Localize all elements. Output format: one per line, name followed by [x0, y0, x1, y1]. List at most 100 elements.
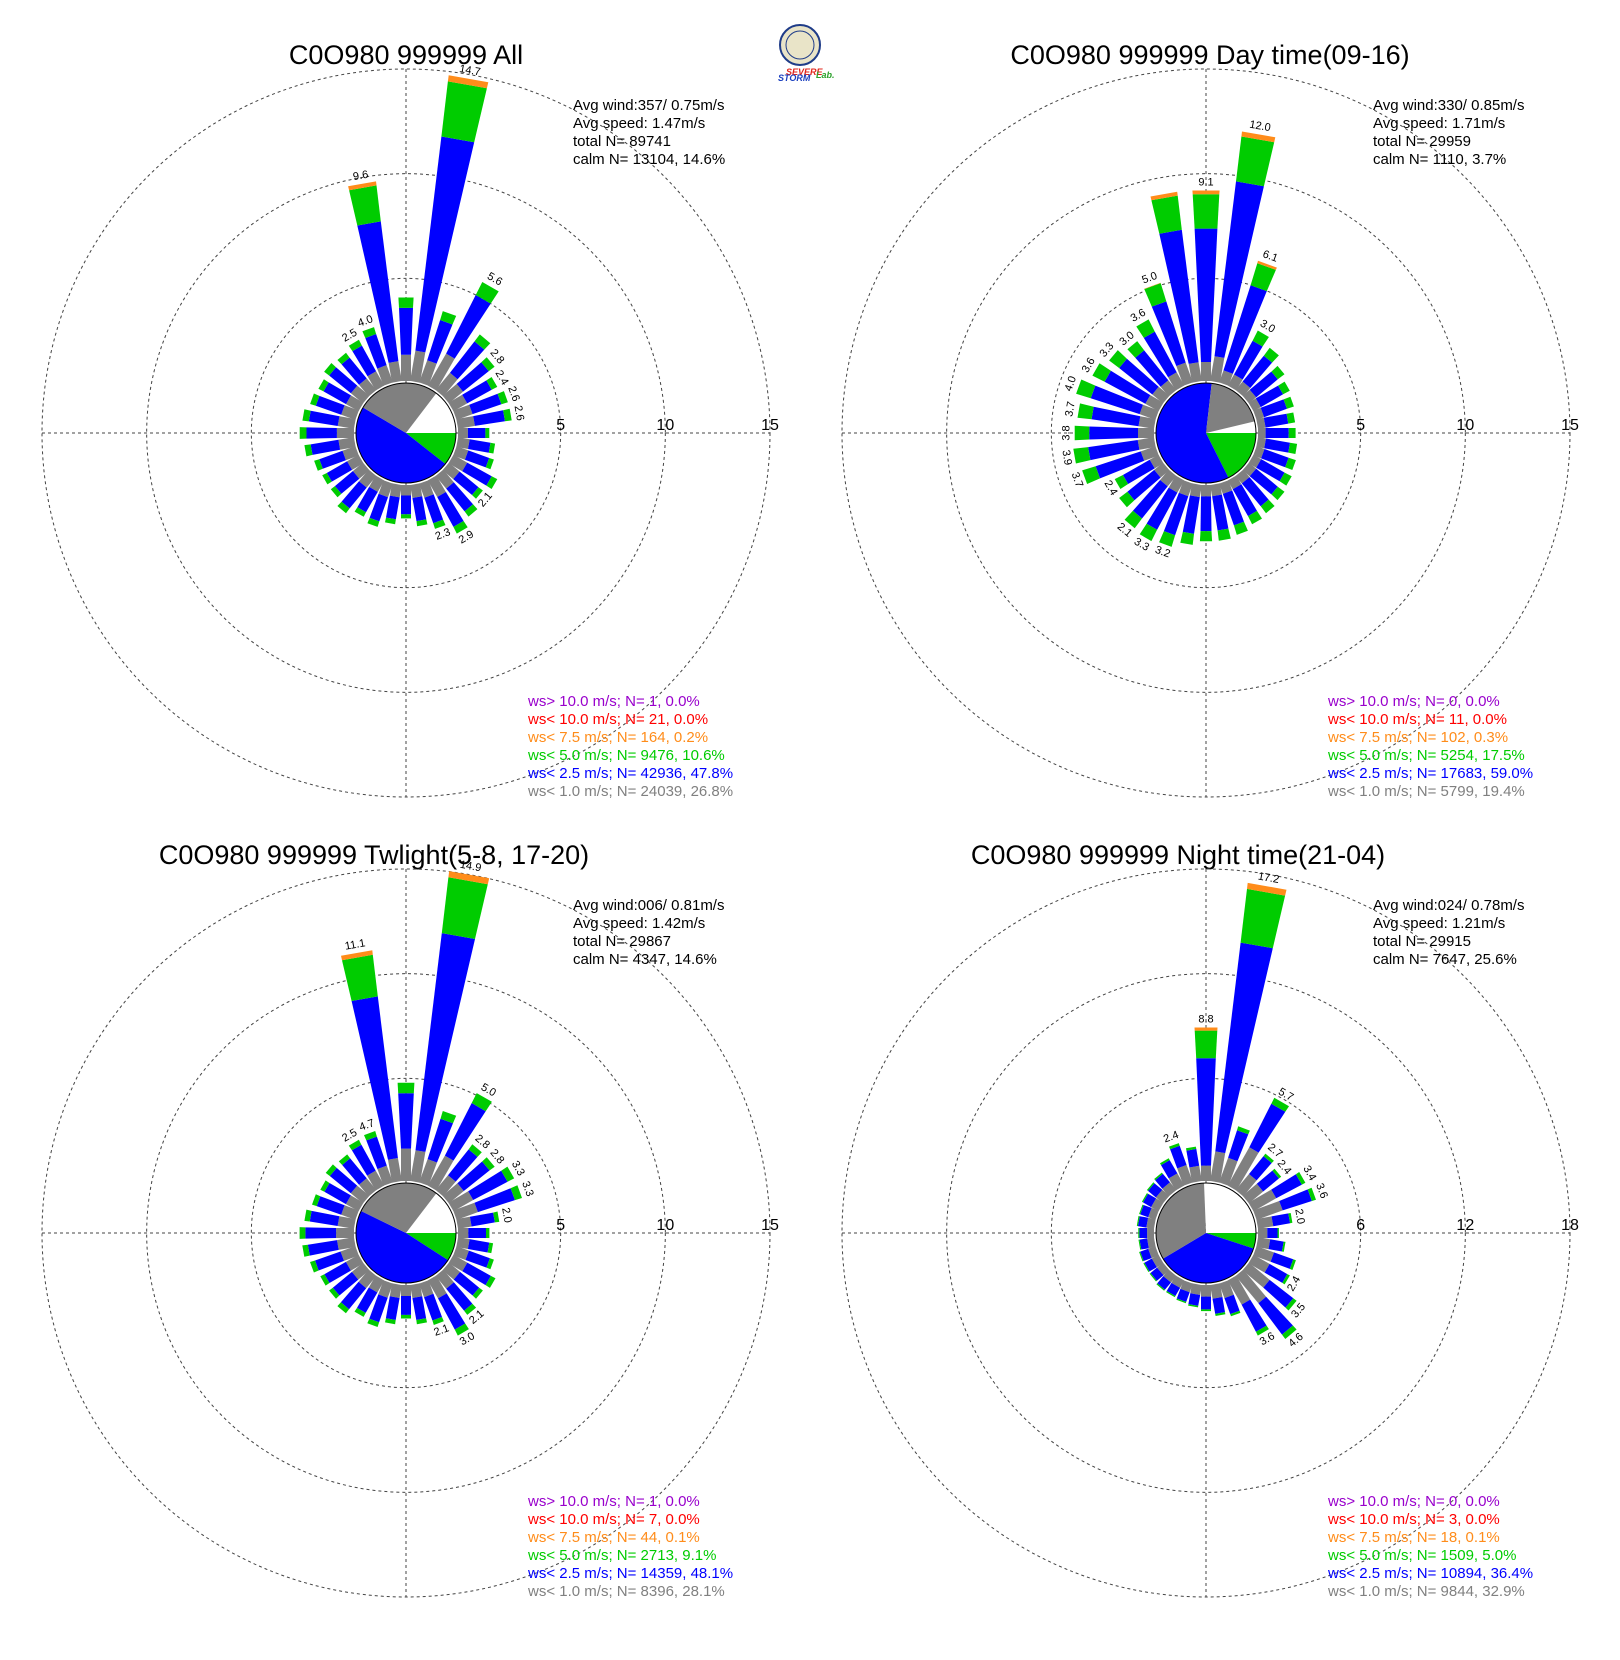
bar-segment	[1150, 191, 1178, 201]
bar-segment	[412, 496, 427, 522]
bar-segment	[315, 395, 345, 415]
bar-segment	[1260, 399, 1287, 418]
bar-segment	[1151, 195, 1182, 234]
bar-segment	[1223, 285, 1267, 374]
bar-segment	[310, 1260, 319, 1273]
bar-segment	[319, 450, 346, 469]
bar-segment	[448, 1191, 474, 1212]
bar-segment	[448, 454, 468, 472]
severe-storm-lab-logo: SEVERE STORM Lab.	[778, 24, 835, 83]
bar-segment	[1264, 438, 1290, 453]
bar-total-label: 3.9	[1059, 449, 1073, 466]
bar-segment	[1201, 362, 1211, 381]
bar-segment	[354, 507, 366, 517]
bar-segment	[1256, 1237, 1271, 1250]
panel-title: C0O980 999999 Day time(09-16)	[1010, 40, 1409, 70]
center-pie-slice	[356, 1211, 448, 1283]
legend-entry: ws< 2.5 m/s; N= 10894, 36.4%	[1327, 1565, 1533, 1582]
bar-segment	[324, 1261, 351, 1283]
bar-segment	[1151, 301, 1186, 366]
bar-segment	[1288, 428, 1296, 438]
bar-segment	[438, 1293, 466, 1330]
bar-segment	[1145, 395, 1164, 412]
center-pie-slice	[1206, 421, 1256, 433]
bar-total-label: 12.0	[1248, 119, 1271, 135]
bar-segment	[299, 1227, 306, 1239]
ring-label: 15	[761, 417, 779, 434]
bar-segment	[1119, 358, 1159, 395]
bar-total-label: 2.0	[1292, 1208, 1306, 1225]
bar-segment	[1186, 1148, 1200, 1168]
bar-segment	[1201, 485, 1211, 497]
bar-segment	[302, 1244, 310, 1257]
center-pie-slice	[406, 393, 456, 433]
bar-segment	[440, 1111, 457, 1124]
bar-segment	[1137, 437, 1156, 450]
bar-segment	[419, 1280, 434, 1298]
bar-segment	[337, 352, 350, 365]
bar-segment	[456, 437, 470, 449]
bar-segment	[337, 1237, 356, 1250]
logo-seal-inner	[785, 30, 815, 60]
bar-segment	[469, 1212, 495, 1227]
bar-segment	[320, 1180, 330, 1192]
bar-segment	[1219, 1280, 1234, 1299]
bar-segment	[1194, 1030, 1218, 1059]
bar-segment	[462, 462, 492, 486]
bar-segment	[352, 345, 377, 377]
ring-label: 5	[556, 417, 565, 434]
bar-segment	[401, 485, 411, 496]
bar-segment	[1288, 442, 1298, 454]
bar-segment	[424, 1293, 442, 1321]
bar-segment	[1271, 486, 1285, 501]
bar-segment	[453, 1246, 469, 1260]
bar-segment	[1189, 483, 1202, 498]
bar-segment	[397, 1082, 415, 1094]
bar-segment	[1201, 1285, 1211, 1297]
bar-segment	[1149, 454, 1164, 469]
bar-segment	[1263, 413, 1289, 428]
bar-segment	[336, 1228, 354, 1238]
bar-segment	[1082, 466, 1100, 484]
legend-entry: ws< 2.5 m/s; N= 17683, 59.0%	[1327, 765, 1533, 782]
bar-segment	[388, 1158, 402, 1183]
bar-segment	[1215, 942, 1273, 1154]
panel-title: C0O980 999999 Twlight(5-8, 17-20)	[159, 840, 589, 870]
bar-segment	[351, 996, 398, 1160]
bar-segment	[1186, 1146, 1197, 1151]
bar-segment	[1095, 451, 1145, 479]
bar-segment	[385, 1296, 400, 1320]
bar-segment	[304, 1209, 312, 1222]
bar-segment	[432, 1317, 444, 1325]
bar-segment	[1148, 1246, 1159, 1259]
bar-segment	[1256, 1170, 1279, 1192]
bar-segment	[357, 486, 378, 513]
bar-segment	[364, 1131, 377, 1141]
bar-segment	[1155, 1189, 1170, 1204]
bar-segment	[471, 1093, 492, 1112]
stat-line: Avg wind:024/ 0.78m/s	[1373, 897, 1524, 914]
bar-segment	[1194, 228, 1218, 362]
bar-segment	[352, 462, 370, 479]
bar-segment	[1241, 131, 1276, 143]
bar-segment	[342, 446, 359, 461]
bar-segment	[1152, 386, 1170, 404]
bar-segment	[1258, 1296, 1293, 1335]
bar-total-label: 5.0	[1140, 270, 1158, 287]
bar-segment	[1258, 428, 1266, 438]
bar-segment	[1160, 1158, 1170, 1166]
bar-segment	[435, 469, 454, 489]
bar-segment	[481, 357, 495, 372]
bar-segment	[1146, 487, 1178, 530]
bar-segment	[475, 282, 499, 304]
bar-segment	[1307, 1187, 1316, 1201]
bar-segment	[1155, 1173, 1170, 1189]
ring-label: 5	[1356, 417, 1365, 434]
bar-segment	[442, 383, 464, 404]
bar-segment	[1144, 283, 1167, 307]
bar-segment	[1235, 1174, 1257, 1197]
bar-segment	[347, 454, 364, 470]
bar-segment	[1171, 1275, 1185, 1288]
bar-segment	[467, 428, 486, 438]
bar-segment	[1199, 531, 1213, 542]
